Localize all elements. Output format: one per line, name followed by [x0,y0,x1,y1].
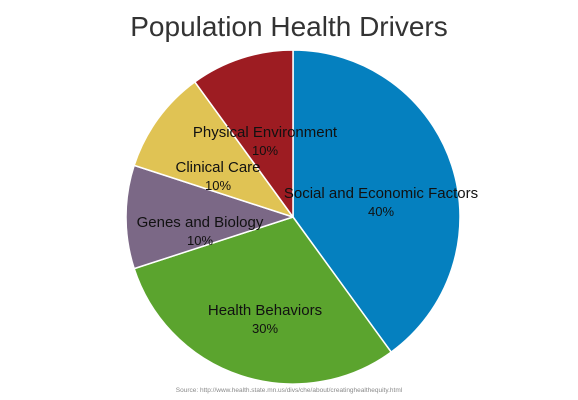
slice-label-clinical-care: Clinical Care [175,159,260,176]
chart-title: Population Health Drivers [130,11,448,42]
pie-slice-social-and-economic-factors [292,49,461,353]
slice-value-genes-and-biology: 10% [187,233,213,248]
slice-value-health-behaviors: 30% [252,321,278,336]
slice-label-physical-environment: Physical Environment [193,124,338,141]
slice-value-social-and-economic-factors: 40% [368,204,394,219]
pie-labels: Social and Economic Factors 40% Health Beh… [137,124,479,336]
slice-value-physical-environment: 10% [252,143,278,158]
slice-label-social-and-economic-factors: Social and Economic Factors [284,185,478,202]
pie-slice-clinical-care [133,81,294,218]
source-note: Source: http://www.health.state.mn.us/di… [176,387,403,394]
pie-slice-health-behaviors [133,216,392,385]
slice-value-clinical-care: 10% [205,178,231,193]
pie-slices [125,49,461,385]
pie-slice-physical-environment [194,49,294,218]
slice-label-health-behaviors: Health Behaviors [208,302,322,319]
pie-slice-genes-and-biology [125,164,294,270]
slice-label-genes-and-biology: Genes and Biology [137,214,264,231]
